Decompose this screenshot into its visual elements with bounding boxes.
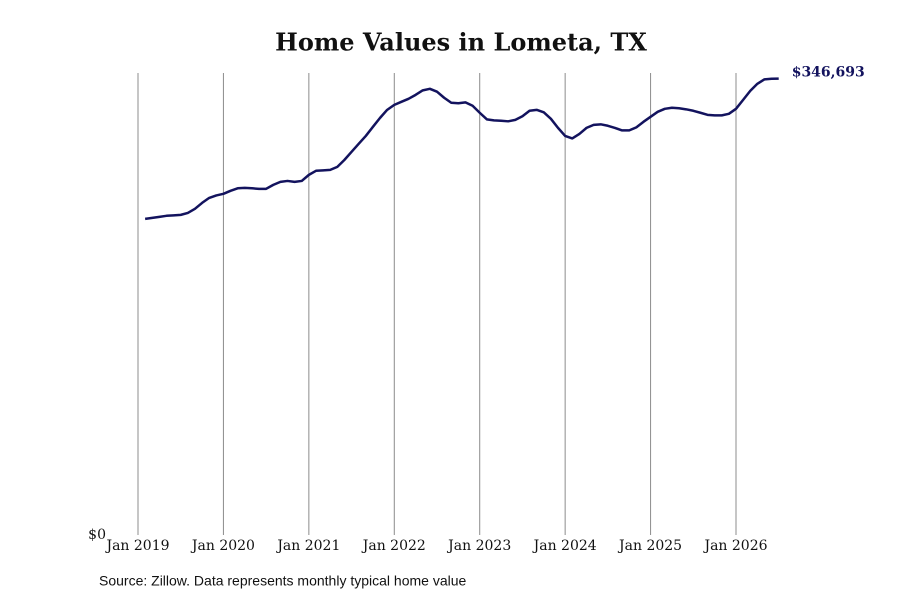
- end-label: $346,693: [792, 65, 865, 81]
- x-tick-label: Jan 2021: [275, 538, 340, 554]
- x-tick-label: Jan 2024: [532, 538, 597, 554]
- x-tick-label: Jan 2023: [446, 538, 511, 554]
- x-tick-label: Jan 2020: [190, 538, 255, 554]
- x-tick-label: Jan 2022: [361, 538, 426, 554]
- x-tick-label: Jan 2026: [702, 538, 767, 554]
- y-tick-label: $0: [88, 527, 106, 543]
- x-tick-label: Jan 2025: [617, 538, 682, 554]
- line: [144, 77, 779, 221]
- x-tick-label: Jan 2019: [104, 538, 169, 554]
- chart-title: Home Values in Lometa, TX: [275, 28, 647, 57]
- source-note: Source: Zillow. Data represents monthly …: [99, 573, 466, 589]
